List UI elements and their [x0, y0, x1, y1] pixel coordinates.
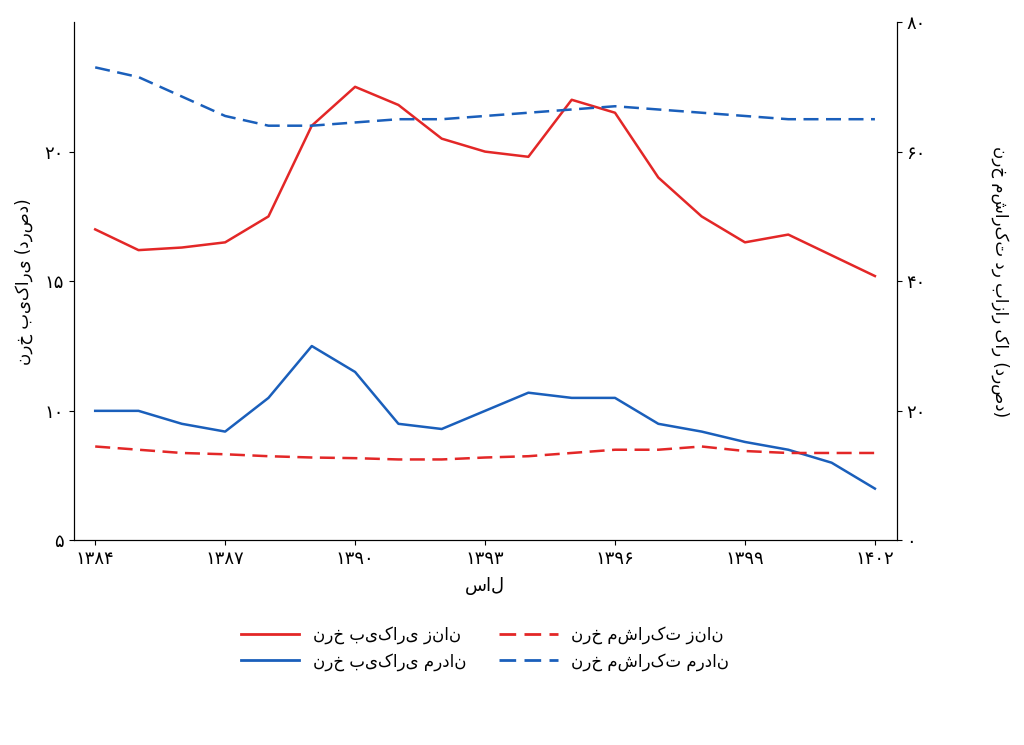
نرخ مشارکت مردان [782, 115, 795, 124]
نرخ مشارکت مردان [695, 108, 708, 117]
نرخ بیکاری مردان [176, 419, 188, 428]
Y-axis label: نرخ مشارکت در بازار کار (درصد): نرخ مشارکت در بازار کار (درصد) [990, 146, 1009, 416]
نرخ بیکاری زنان [695, 212, 708, 221]
نرخ بیکاری زنان [479, 148, 492, 156]
نرخ بیکاری زنان [868, 272, 881, 281]
Line: نرخ بیکاری مردان: نرخ بیکاری مردان [95, 346, 874, 489]
نرخ مشارکت مردان [825, 115, 838, 124]
نرخ بیکاری زنان [176, 243, 188, 252]
نرخ بیکاری زنان [349, 83, 361, 92]
نرخ مشارکت زنان [825, 448, 838, 457]
نرخ بیکاری مردان [435, 425, 447, 434]
نرخ بیکاری زنان [262, 212, 274, 221]
نرخ بیکاری مردان [479, 406, 492, 415]
نرخ بیکاری زنان [392, 101, 404, 110]
نرخ بیکاری زنان [738, 238, 751, 247]
نرخ بیکاری مردان [782, 446, 795, 454]
نرخ مشارکت مردان [652, 105, 665, 114]
نرخ مشارکت زنان [782, 448, 795, 457]
نرخ بیکاری مردان [392, 419, 404, 428]
نرخ مشارکت مردان [305, 121, 317, 130]
نرخ مشارکت مردان [262, 121, 274, 130]
نرخ بیکاری زنان [522, 152, 535, 161]
نرخ مشارکت مردان [522, 108, 535, 117]
نرخ بیکاری زنان [825, 251, 838, 260]
نرخ مشارکت مردان [89, 63, 101, 72]
نرخ مشارکت زنان [652, 446, 665, 454]
نرخ مشارکت مردان [565, 105, 578, 114]
نرخ بیکاری زنان [782, 230, 795, 239]
نرخ مشارکت زنان [695, 442, 708, 451]
نرخ بیکاری زنان [89, 225, 101, 234]
نرخ بیکاری مردان [825, 458, 838, 467]
Y-axis label: نرخ بیکاری (درصد): نرخ بیکاری (درصد) [15, 198, 34, 364]
نرخ مشارکت مردان [435, 115, 447, 124]
نرخ مشارکت زنان [565, 448, 578, 457]
نرخ مشارکت زنان [89, 442, 101, 451]
نرخ بیکاری زنان [609, 108, 622, 117]
نرخ مشارکت زنان [219, 450, 231, 459]
نرخ بیکاری مردان [89, 406, 101, 415]
نرخ مشارکت مردان [392, 115, 404, 124]
نرخ بیکاری مردان [565, 393, 578, 402]
نرخ بیکاری زنان [219, 238, 231, 247]
نرخ مشارکت مردان [738, 112, 751, 121]
نرخ مشارکت زنان [176, 448, 188, 457]
نرخ بیکاری مردان [652, 419, 665, 428]
نرخ بیکاری مردان [305, 341, 317, 350]
نرخ بیکاری مردان [132, 406, 144, 415]
Legend: نرخ بیکاری زنان, نرخ بیکاری مردان, نرخ مشارکت زنان, نرخ مشارکت مردان: نرخ بیکاری زنان, نرخ بیکاری مردان, نرخ م… [234, 619, 736, 677]
نرخ مشارکت مردان [132, 72, 144, 81]
نرخ مشارکت زنان [262, 451, 274, 460]
نرخ بیکاری مردان [219, 427, 231, 436]
نرخ مشارکت زنان [132, 446, 144, 454]
نرخ مشارکت زنان [738, 446, 751, 455]
نرخ بیکاری زنان [652, 173, 665, 182]
نرخ بیکاری مردان [262, 393, 274, 402]
X-axis label: سال: سال [465, 577, 505, 595]
Line: نرخ مشارکت زنان: نرخ مشارکت زنان [95, 446, 874, 460]
نرخ بیکاری مردان [868, 484, 881, 493]
نرخ بیکاری مردان [349, 367, 361, 376]
نرخ بیکاری مردان [609, 393, 622, 402]
نرخ بیکاری زنان [132, 246, 144, 255]
نرخ بیکاری زنان [305, 121, 317, 130]
نرخ مشارکت مردان [219, 112, 231, 121]
نرخ مشارکت مردان [609, 102, 622, 111]
نرخ بیکاری مردان [695, 427, 708, 436]
نرخ بیکاری زنان [565, 95, 578, 104]
نرخ مشارکت زنان [522, 451, 535, 460]
نرخ مشارکت زنان [479, 453, 492, 462]
نرخ مشارکت مردان [479, 112, 492, 121]
نرخ مشارکت مردان [176, 92, 188, 101]
نرخ بیکاری مردان [522, 388, 535, 397]
نرخ مشارکت زنان [435, 455, 447, 464]
Line: نرخ بیکاری زنان: نرخ بیکاری زنان [95, 87, 874, 276]
نرخ مشارکت زنان [868, 448, 881, 457]
Line: نرخ مشارکت مردان: نرخ مشارکت مردان [95, 67, 874, 126]
نرخ مشارکت مردان [868, 115, 881, 124]
نرخ مشارکت زنان [305, 453, 317, 462]
نرخ بیکاری مردان [738, 437, 751, 446]
نرخ مشارکت زنان [349, 454, 361, 463]
نرخ مشارکت مردان [349, 118, 361, 127]
نرخ مشارکت زنان [609, 446, 622, 454]
نرخ بیکاری زنان [435, 134, 447, 143]
نرخ مشارکت زنان [392, 455, 404, 464]
